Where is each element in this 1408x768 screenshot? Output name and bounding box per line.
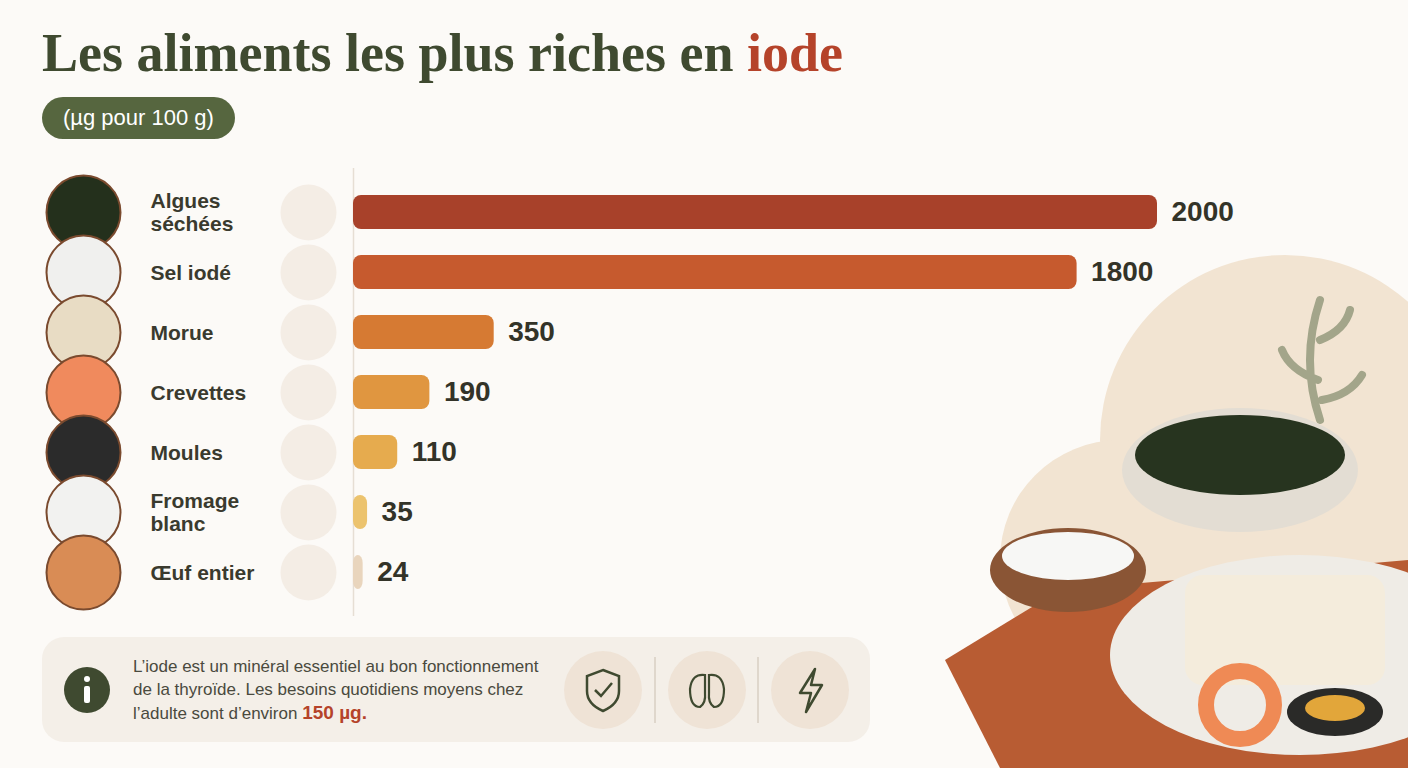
svg-text:Fromageblanc: Fromageblanc <box>151 489 240 535</box>
svg-text:Moules: Moules <box>151 441 223 464</box>
svg-text:Sel iodé: Sel iodé <box>151 261 232 284</box>
svg-text:Œuf entier: Œuf entier <box>151 561 255 584</box>
svg-text:35: 35 <box>382 496 413 527</box>
html-text:(µg pour 100 g): (µg pour 100 g) <box>63 105 214 130</box>
svg-text:2000: 2000 <box>1172 196 1234 227</box>
svg-text:350: 350 <box>508 316 555 347</box>
html-text:L’iode est un minéral essentie: L’iode est un minéral essentiel au bon f… <box>133 657 539 723</box>
svg-text:24: 24 <box>377 556 409 587</box>
svg-text:190: 190 <box>444 376 491 407</box>
svg-text:Crevettes: Crevettes <box>151 381 247 404</box>
svg-text:110: 110 <box>412 436 457 467</box>
svg-text:Alguesséchées: Alguesséchées <box>151 189 234 235</box>
svg-text:Morue: Morue <box>151 321 214 344</box>
svg-text:1800: 1800 <box>1091 256 1153 287</box>
html-text:Les aliments les plus riches e: Les aliments les plus riches en iode <box>42 23 843 83</box>
